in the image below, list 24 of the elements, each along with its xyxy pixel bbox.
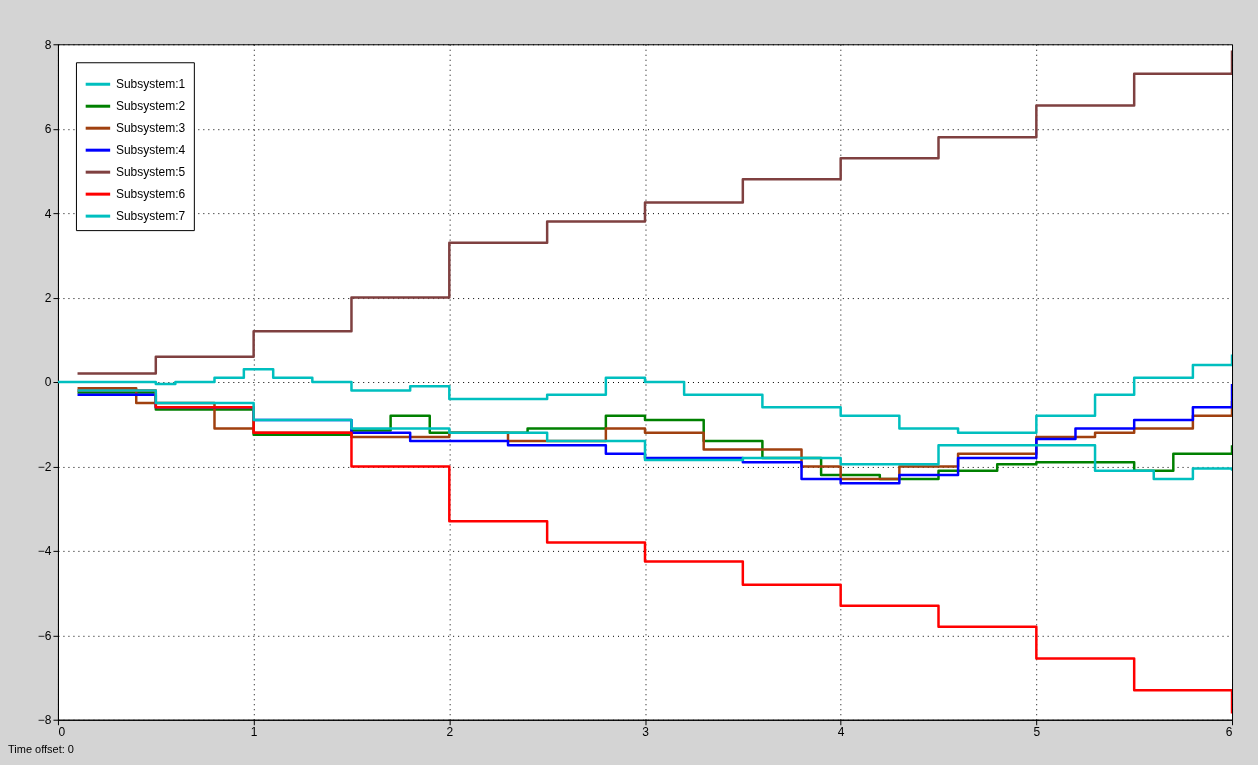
y-tick-label: −2	[37, 459, 52, 474]
x-tick-label: 6	[1225, 725, 1233, 740]
legend-label: Subsystem:6	[115, 187, 186, 202]
legend-label: Subsystem:1	[115, 77, 186, 92]
y-tick-label: −4	[37, 544, 52, 559]
text: Time offset: 0	[7, 742, 74, 755]
x-tick-label: 4	[837, 725, 845, 740]
y-tick-label: −6	[37, 628, 52, 643]
x-tick-label: 1	[250, 725, 258, 740]
legend-label: Subsystem:7	[115, 209, 186, 224]
legend-label: Subsystem:4	[115, 143, 186, 158]
x-tick-label: 0	[58, 725, 66, 740]
y-tick-label: 8	[44, 37, 52, 52]
x-tick-label: 5	[1033, 725, 1041, 740]
legend-label: Subsystem:2	[115, 99, 186, 114]
y-tick-label: 0	[44, 375, 52, 390]
x-tick-label: 3	[642, 725, 650, 740]
y-tick-label: −8	[37, 713, 52, 728]
legend-label: Subsystem:5	[115, 165, 186, 180]
y-tick-label: 6	[44, 122, 52, 137]
x-tick-label: 2	[446, 725, 454, 740]
legend-label: Subsystem:3	[115, 121, 186, 136]
y-tick-label: 4	[44, 206, 52, 221]
y-tick-label: 2	[44, 291, 52, 306]
